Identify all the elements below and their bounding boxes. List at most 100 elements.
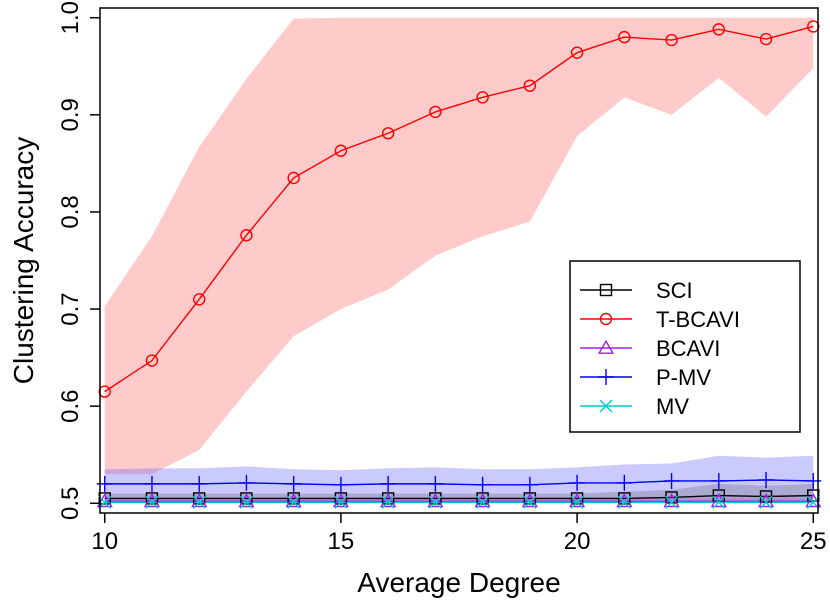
marker-sci-21 [618, 492, 631, 505]
marker-bcavi-19 [521, 493, 538, 508]
marker-sci-15 [334, 492, 348, 505]
series-markers [96, 20, 822, 509]
x-axis-label: Average Degree [357, 567, 560, 598]
y-tick-label: 0.7 [57, 292, 84, 325]
marker-p-mv-16 [380, 475, 397, 492]
marker-sci-23 [712, 489, 726, 502]
y-tick-label: 0.6 [57, 389, 84, 422]
marker-bcavi-18 [474, 493, 491, 508]
marker-bcavi-25 [805, 493, 822, 508]
x-tick-label: 10 [91, 528, 118, 555]
marker-t-bcavi-20 [570, 46, 584, 59]
marker-t-bcavi-19 [523, 79, 537, 92]
marker-t-bcavi-23 [712, 23, 726, 36]
marker-t-bcavi-13 [240, 229, 253, 242]
marker-t-bcavi-17 [429, 105, 442, 119]
marker-mv-23 [712, 495, 726, 509]
marker-p-mv-13 [238, 474, 255, 491]
legend-marker-p-mv [598, 369, 614, 385]
marker-mv-13 [239, 495, 253, 509]
x-tick-label: 20 [564, 528, 591, 555]
marker-t-bcavi-18 [476, 91, 489, 104]
x-axis: 10 15 20 25 [91, 513, 827, 555]
marker-p-mv-21 [616, 474, 633, 491]
marker-p-mv-20 [569, 474, 586, 491]
marker-sci-19 [523, 492, 537, 505]
marker-mv-11 [145, 495, 159, 509]
marker-sci-12 [192, 492, 206, 505]
marker-p-mv-17 [427, 475, 444, 492]
marker-sci-16 [381, 492, 395, 505]
marker-mv-24 [759, 495, 773, 509]
marker-bcavi-11 [143, 493, 161, 508]
marker-t-bcavi-15 [334, 144, 348, 157]
marker-t-bcavi-16 [381, 127, 395, 140]
marker-mv-18 [476, 495, 490, 509]
marker-sci-11 [145, 492, 159, 505]
marker-bcavi-10 [96, 493, 113, 508]
legend-label-mv: MV [656, 394, 689, 419]
legend-label-bcavi: BCAVI [656, 336, 720, 361]
legend-marker-t-bcavi [599, 312, 613, 326]
marker-bcavi-16 [380, 493, 397, 508]
line-t-bcavi [104, 25, 814, 393]
plot-frame [99, 7, 819, 514]
marker-sci-20 [570, 492, 584, 505]
marker-bcavi-23 [710, 493, 727, 508]
marker-mv-22 [665, 495, 679, 509]
marker-bcavi-20 [569, 493, 586, 508]
x-tick-label: 15 [328, 528, 355, 555]
marker-t-bcavi-12 [192, 293, 206, 306]
y-axis: 0.5 0.6 0.7 0.8 0.9 1.0 [57, 1, 100, 520]
marker-bcavi-14 [285, 493, 302, 508]
marker-p-mv-22 [663, 472, 680, 489]
legend-marker-mv [599, 399, 613, 413]
legend-label-sci: SCI [656, 278, 693, 303]
marker-sci-13 [240, 492, 253, 505]
marker-sci-10 [98, 492, 111, 505]
marker-p-mv-24 [758, 471, 775, 488]
marker-p-mv-14 [285, 475, 302, 492]
x-tick-label: 25 [800, 528, 827, 555]
marker-p-mv-15 [332, 476, 349, 493]
marker-t-bcavi-10 [98, 385, 111, 398]
marker-mv-17 [428, 495, 442, 509]
marker-mv-15 [334, 495, 348, 509]
series-lines [104, 25, 814, 504]
line-p-mv [104, 479, 814, 486]
marker-t-bcavi-24 [759, 32, 773, 46]
band-t-bcavi [104, 17, 814, 475]
y-tick-label: 0.5 [57, 487, 84, 520]
marker-bcavi-17 [427, 493, 444, 508]
marker-bcavi-15 [332, 493, 349, 508]
marker-mv-12 [192, 495, 206, 509]
marker-bcavi-13 [238, 493, 255, 508]
legend: SCI T-BCAVI BCAVI P-MV MV [569, 260, 801, 433]
marker-bcavi-21 [616, 493, 633, 508]
marker-p-mv-18 [474, 476, 491, 493]
marker-sci-18 [476, 492, 489, 505]
marker-mv-20 [570, 495, 584, 509]
marker-p-mv-19 [521, 476, 538, 493]
marker-mv-21 [617, 495, 631, 509]
marker-bcavi-24 [757, 493, 775, 508]
marker-mv-19 [523, 495, 537, 509]
marker-bcavi-22 [663, 493, 680, 508]
y-tick-label: 1.0 [57, 1, 84, 34]
marker-t-bcavi-21 [618, 30, 631, 44]
line-sci [104, 494, 814, 500]
marker-t-bcavi-11 [145, 354, 159, 367]
marker-sci-25 [807, 489, 820, 502]
marker-mv-14 [287, 495, 301, 509]
marker-p-mv-12 [191, 475, 208, 492]
legend-marker-bcavi [597, 339, 615, 354]
marker-p-mv-11 [143, 475, 160, 492]
y-tick-label: 0.9 [57, 98, 84, 131]
marker-sci-14 [287, 492, 300, 505]
band-p-mv [104, 455, 814, 502]
marker-sci-17 [429, 492, 442, 505]
y-axis-label: Clustering Accuracy [8, 137, 39, 384]
y-tick-label: 0.8 [57, 195, 84, 228]
marker-t-bcavi-22 [665, 33, 678, 47]
